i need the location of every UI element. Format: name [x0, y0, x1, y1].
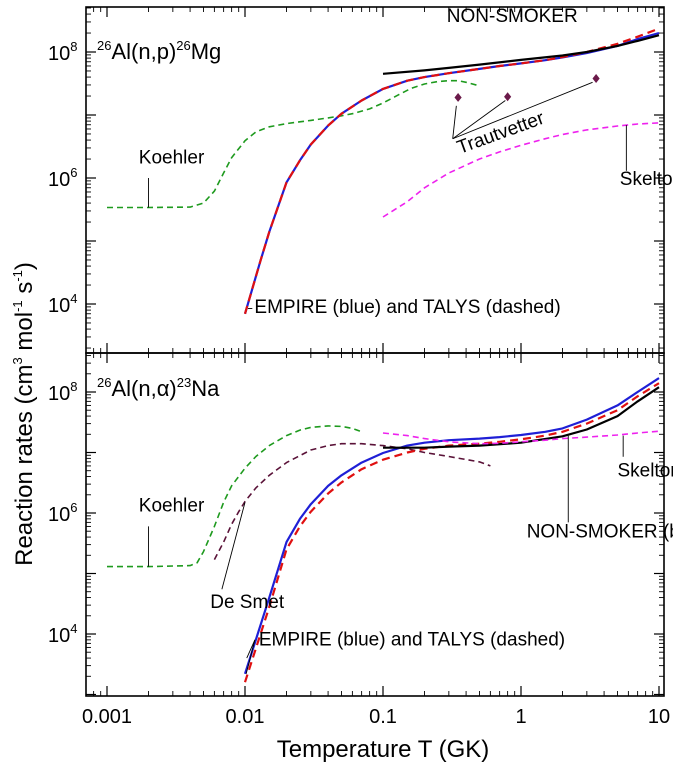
series-trautvetter-point [454, 92, 462, 102]
annotation-skelton: Skelton [617, 461, 673, 482]
series-empire-line [243, 377, 660, 675]
annotation-non-smoker-black: NON-SMOKER (black) [527, 522, 673, 543]
series-skelton-line [382, 430, 660, 445]
x-tick-label: 0.01 [226, 706, 265, 728]
series-koehler-line [107, 79, 480, 209]
y-tick-label-top: 106 [48, 165, 77, 191]
x-tick-label: 1 [515, 706, 526, 728]
series-de-smet-line [213, 442, 491, 560]
annotation-non-smoker: NON-SMOKER [447, 6, 578, 27]
annotation-trautvetter-leader [452, 100, 506, 140]
panel-top-plot-area [107, 27, 660, 315]
annotation-empire-blue-and-talys-dashed-leader [246, 639, 256, 659]
series-skelton-line [382, 122, 660, 218]
series-non-smoker-line [382, 34, 660, 75]
series-trautvetter-point [592, 73, 600, 83]
annotation-de-smet: De Smet [210, 592, 285, 613]
y-tick-label-bottom: 104 [48, 621, 77, 647]
panel-bottom-title: 26Al(n,α)23Na [97, 375, 220, 401]
annotation-empire-blue-and-talys-dashed: EMPIRE (blue) and TALYS (dashed) [259, 629, 565, 650]
y-tick-label-bottom: 106 [48, 500, 77, 526]
y-tick-label-top: 108 [48, 39, 77, 65]
annotation-skelton: Skelton [620, 169, 673, 190]
annotation-empire-blue-and-talys-dashed-leader [245, 639, 256, 674]
annotation-trautvetter-leader [452, 81, 593, 140]
x-tick-label: 0.1 [369, 706, 397, 728]
panel-bottom-plot-area [107, 377, 660, 683]
panel-top-title: 26Al(n,p)26Mg [97, 38, 221, 64]
annotation-empire-blue-and-talys-dashed: EMPIRE (blue) and TALYS (dashed) [254, 297, 560, 318]
y-tick-label-top: 104 [48, 291, 77, 317]
panel-bottom-frame [85, 352, 665, 697]
x-axis-title: Temperature T (GK) [277, 736, 490, 763]
y-axis-title-text: Reaction rates (cm3 mol-1 s-1) [10, 262, 38, 566]
series-non-smoker-line [383, 386, 660, 449]
panel-bottom: 104 106 108 26Al(n,α)23Na Koehler De Smet Skel… [48, 352, 673, 697]
series-trautvetter-point [504, 92, 512, 102]
y-axis-title: Reaction rates (cm3 mol-1 s-1) [10, 262, 38, 566]
y-tick-label-bottom: 108 [48, 379, 77, 405]
annotation-koehler: Koehler [139, 147, 205, 168]
annotation-koehler: Koehler [139, 496, 205, 517]
annotation-trautvetter-leader [452, 105, 457, 139]
series-koehler-line [107, 425, 362, 568]
x-tick-label: 0.001 [82, 706, 132, 728]
x-tick-label: 10 [648, 706, 670, 728]
annotation-de-smet-leader [221, 502, 246, 590]
